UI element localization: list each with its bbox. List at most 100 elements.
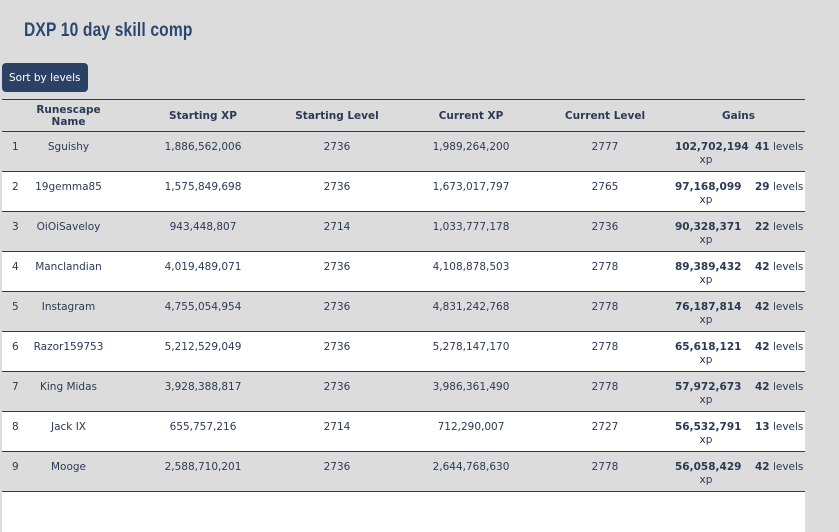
xp-unit: xp — [699, 314, 713, 326]
table-row-partial — [2, 491, 805, 532]
starting-level-cell: 2736 — [270, 131, 404, 172]
gains-cell: 90,328,371 xp 22 levels — [672, 211, 805, 252]
xp-unit: xp — [699, 194, 713, 206]
gains-cell: 89,389,432 xp 42 levels — [672, 251, 805, 292]
rank-cell: 6 — [2, 331, 20, 372]
current-level-cell: 2727 — [538, 411, 672, 452]
xp-unit: xp — [699, 274, 713, 286]
levels-unit: levels — [772, 381, 804, 393]
table-header-row: Runescape Name Starting XP Starting Leve… — [2, 99, 805, 132]
rank-cell: 5 — [2, 291, 20, 332]
header-current-level[interactable]: Current Level — [538, 99, 672, 132]
xp-unit: xp — [699, 234, 713, 246]
header-current-xp[interactable]: Current XP — [404, 99, 538, 132]
gains-cell: 97,168,099 xp 29 levels — [672, 171, 805, 212]
gain-xp-value: 90,328,371 — [675, 221, 742, 233]
rank-cell: 8 — [2, 411, 20, 452]
gain-xp-value: 102,702,194 — [675, 141, 749, 153]
gain-xp-value: 76,187,814 — [675, 301, 742, 313]
name-cell: Sguishy — [20, 131, 136, 172]
xp-unit: xp — [699, 354, 713, 366]
xp-unit: xp — [699, 394, 713, 406]
gain-levels-value: 41 — [755, 141, 770, 153]
name-cell: Jack IX — [20, 411, 136, 452]
levels-unit: levels — [772, 301, 804, 313]
current-xp-cell: 4,831,242,768 — [404, 291, 538, 332]
current-xp-cell: 4,108,878,503 — [404, 251, 538, 292]
current-level-cell: 2765 — [538, 171, 672, 212]
current-xp-cell: 1,673,017,797 — [404, 171, 538, 212]
name-cell: King Midas — [20, 371, 136, 412]
header-gains[interactable]: Gains — [672, 99, 805, 132]
starting-xp-cell: 5,212,529,049 — [136, 331, 270, 372]
empty-cell — [2, 491, 805, 532]
name-cell: 19gemma85 — [20, 171, 136, 212]
gain-xp-value: 56,058,429 — [675, 461, 742, 473]
starting-level-cell: 2736 — [270, 291, 404, 332]
current-level-cell: 2736 — [538, 211, 672, 252]
gain-xp-value: 56,532,791 — [675, 421, 742, 433]
table-row: 9 Mooge 2,588,710,201 2736 2,644,768,630 2778… — [2, 451, 805, 492]
name-cell: OiOiSaveloy — [20, 211, 136, 252]
sort-by-levels-button[interactable]: Sort by levels — [2, 63, 88, 92]
xp-unit: xp — [699, 434, 713, 446]
gain-levels-value: 42 — [755, 301, 770, 313]
current-xp-cell: 1,989,264,200 — [404, 131, 538, 172]
gain-levels-value: 13 — [755, 421, 770, 433]
current-level-cell: 2777 — [538, 131, 672, 172]
levels-unit: levels — [772, 181, 804, 193]
name-cell: Manclandian — [20, 251, 136, 292]
rank-cell: 7 — [2, 371, 20, 412]
page-title: DXP 10 day skill comp — [24, 20, 193, 41]
current-xp-cell: 3,986,361,490 — [404, 371, 538, 412]
current-level-cell: 2778 — [538, 371, 672, 412]
starting-level-cell: 2736 — [270, 331, 404, 372]
starting-xp-cell: 3,928,388,817 — [136, 371, 270, 412]
current-xp-cell: 2,644,768,630 — [404, 451, 538, 492]
name-cell: Mooge — [20, 451, 136, 492]
rank-cell: 4 — [2, 251, 20, 292]
current-xp-cell: 5,278,147,170 — [404, 331, 538, 372]
gain-xp-value: 65,618,121 — [675, 341, 742, 353]
header-starting-level[interactable]: Starting Level — [270, 99, 404, 132]
starting-xp-cell: 4,755,054,954 — [136, 291, 270, 332]
starting-xp-cell: 4,019,489,071 — [136, 251, 270, 292]
levels-unit: levels — [772, 421, 804, 433]
table-row: 1 Sguishy 1,886,562,006 2736 1,989,264,200 27… — [2, 131, 805, 172]
header-rank — [2, 99, 20, 132]
header-starting-xp[interactable]: Starting XP — [136, 99, 270, 132]
rank-cell: 3 — [2, 211, 20, 252]
gain-xp-value: 89,389,432 — [675, 261, 742, 273]
gain-xp-value: 97,168,099 — [675, 181, 742, 193]
levels-unit: levels — [772, 141, 804, 153]
header-runescape-name[interactable]: Runescape Name — [20, 99, 136, 132]
levels-unit: levels — [772, 341, 804, 353]
table-row: 7 King Midas 3,928,388,817 2736 3,986,361,49… — [2, 371, 805, 412]
gains-cell: 76,187,814 xp 42 levels — [672, 291, 805, 332]
starting-xp-cell: 1,886,562,006 — [136, 131, 270, 172]
rank-cell: 2 — [2, 171, 20, 212]
current-xp-cell: 1,033,777,178 — [404, 211, 538, 252]
rank-cell: 1 — [2, 131, 20, 172]
gain-levels-value: 42 — [755, 341, 770, 353]
table-row: 4 Manclandian 4,019,489,071 2736 4,108,878,5… — [2, 251, 805, 292]
gains-cell: 56,058,429 xp 42 levels — [672, 451, 805, 492]
leaderboard-table: Runescape Name Starting XP Starting Leve… — [2, 99, 805, 532]
gain-levels-value: 42 — [755, 461, 770, 473]
gains-cell: 102,702,194 xp 41 levels — [672, 131, 805, 172]
levels-unit: levels — [772, 221, 804, 233]
gain-xp-value: 57,972,673 — [675, 381, 742, 393]
levels-unit: levels — [772, 261, 804, 273]
starting-level-cell: 2736 — [270, 171, 404, 212]
current-level-cell: 2778 — [538, 251, 672, 292]
starting-level-cell: 2736 — [270, 451, 404, 492]
starting-level-cell: 2714 — [270, 211, 404, 252]
starting-xp-cell: 1,575,849,698 — [136, 171, 270, 212]
gains-cell: 65,618,121 xp 42 levels — [672, 331, 805, 372]
gain-levels-value: 29 — [755, 181, 770, 193]
starting-level-cell: 2736 — [270, 251, 404, 292]
starting-level-cell: 2714 — [270, 411, 404, 452]
starting-xp-cell: 2,588,710,201 — [136, 451, 270, 492]
rank-cell: 9 — [2, 451, 20, 492]
starting-level-cell: 2736 — [270, 371, 404, 412]
